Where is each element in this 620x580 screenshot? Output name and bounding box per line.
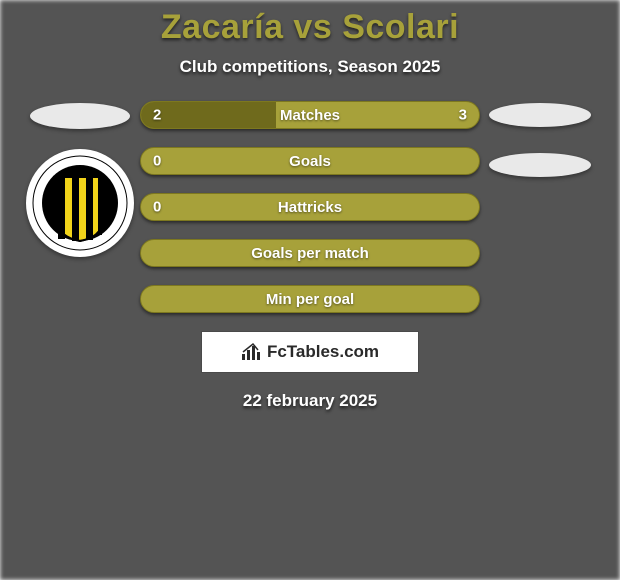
bar-chart-icon <box>241 342 263 362</box>
player-photo-placeholder-left <box>30 103 130 129</box>
right-column <box>480 101 600 177</box>
comparison-body: MIRANTE BRO 2 Matches <box>0 101 620 313</box>
stat-bar-goals: 0 Goals <box>140 147 480 175</box>
source-logo: FcTables.com <box>201 331 419 373</box>
stat-label: Matches <box>280 107 340 124</box>
player-photo-placeholder-right-2 <box>489 153 591 177</box>
stat-label: Min per goal <box>266 291 354 308</box>
stat-bar-goals-per-match: Goals per match <box>140 239 480 267</box>
club-crest-left: MIRANTE BRO <box>26 149 134 257</box>
shield-icon: MIRANTE BRO <box>32 155 128 251</box>
source-logo-text: FcTables.com <box>267 342 379 362</box>
stat-left-value: 0 <box>153 199 161 216</box>
stat-label: Hattricks <box>278 199 342 216</box>
stat-left-value: 2 <box>153 107 161 124</box>
page-subtitle: Club competitions, Season 2025 <box>180 57 441 77</box>
stat-label: Goals <box>289 153 331 170</box>
page-title: Zacaría vs Scolari <box>161 8 459 47</box>
stat-label: Goals per match <box>251 245 369 262</box>
footer-date: 22 february 2025 <box>243 391 377 411</box>
stat-bar-hattricks: 0 Hattricks <box>140 193 480 221</box>
stat-bar-min-per-goal: Min per goal <box>140 285 480 313</box>
stat-left-value: 0 <box>153 153 161 170</box>
stat-bars: 2 Matches 3 0 Goals 0 Hattricks Goals pe… <box>140 101 480 313</box>
stat-right-value: 3 <box>459 107 467 124</box>
player-photo-placeholder-right-1 <box>489 103 591 127</box>
left-column: MIRANTE BRO <box>20 101 140 257</box>
stat-bar-matches: 2 Matches 3 <box>140 101 480 129</box>
comparison-card: Zacaría vs Scolari Club competitions, Se… <box>0 0 620 580</box>
